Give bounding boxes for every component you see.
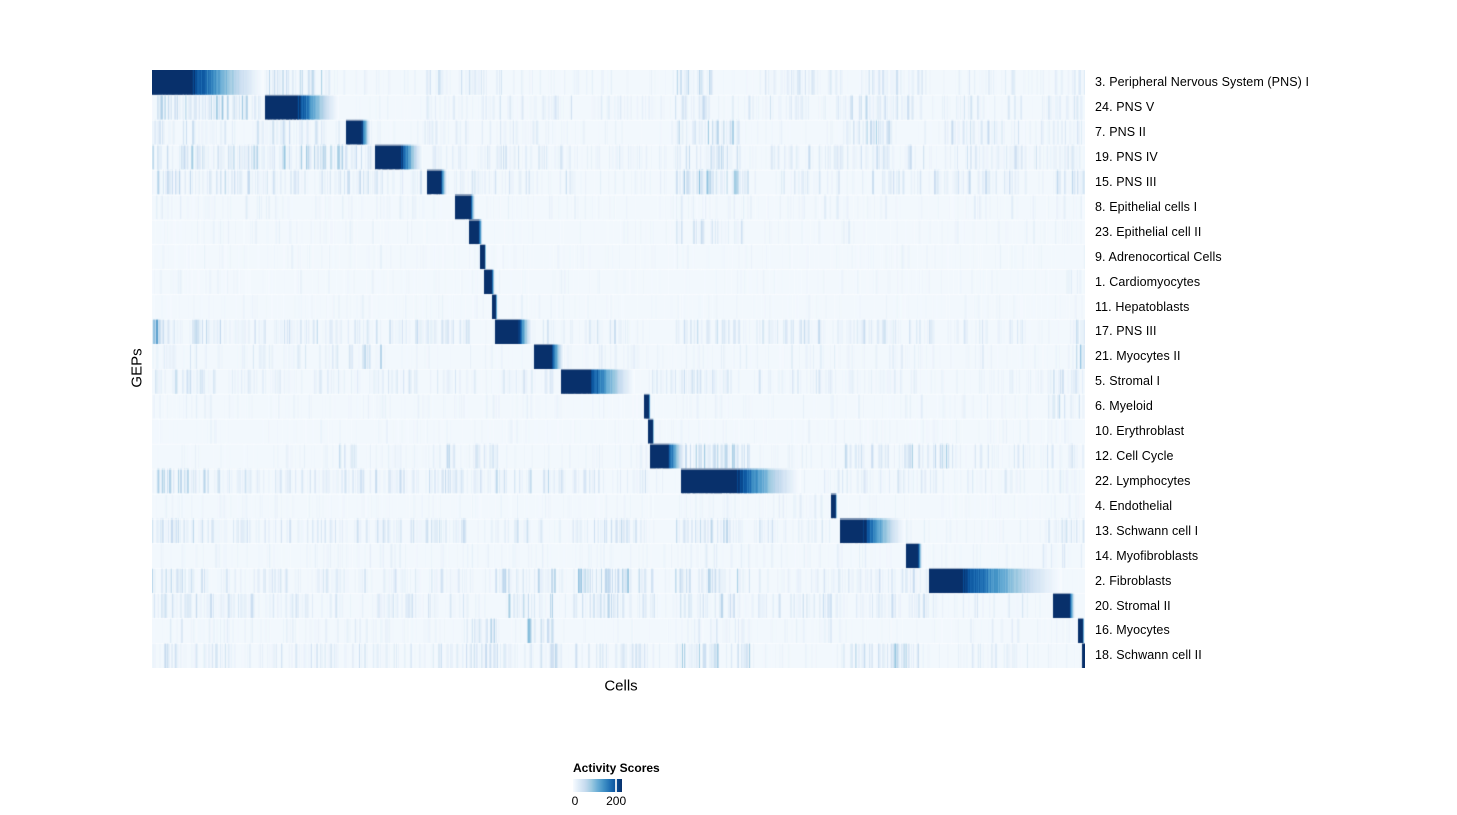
heatmap-panel: [152, 70, 1085, 668]
colorbar-tick-label-min: 0: [571, 794, 579, 808]
row-label: 5. Stromal I: [1095, 374, 1161, 389]
row-label: 7. PNS II: [1095, 125, 1146, 140]
row-label: 9. Adrenocortical Cells: [1095, 249, 1222, 264]
row-label: 22. Lymphocytes: [1095, 473, 1191, 488]
row-label: 2. Fibroblasts: [1095, 573, 1172, 588]
row-label: 24. PNS V: [1095, 100, 1155, 115]
row-label: 16. Myocytes: [1095, 623, 1170, 638]
row-label: 12. Cell Cycle: [1095, 449, 1174, 464]
x-axis-label: Cells: [604, 677, 638, 695]
row-label: 21. Myocytes II: [1095, 349, 1181, 364]
y-axis-label: GEPs: [128, 348, 146, 388]
heatmap-canvas: [152, 70, 1085, 668]
row-label: 6. Myeloid: [1095, 399, 1153, 414]
row-label: 3. Peripheral Nervous System (PNS) I: [1095, 75, 1310, 90]
colorbar-tick-labels: 0 200: [571, 794, 627, 808]
row-label: 11. Hepatoblasts: [1095, 299, 1190, 314]
colorbar-tick-label-max: 200: [606, 794, 627, 808]
row-label: 1. Cardiomyocytes: [1095, 274, 1201, 289]
colorbar-title: Activity Scores: [573, 761, 660, 775]
row-label: 13. Schwann cell I: [1095, 523, 1199, 538]
row-label: 10. Erythroblast: [1095, 424, 1185, 439]
row-labels: 3. Peripheral Nervous System (PNS) I 24. …: [1092, 70, 1452, 668]
colorbar-gradient: [573, 779, 622, 792]
row-label: 20. Stromal II: [1095, 598, 1171, 613]
colorbar-tick-mark: [615, 779, 618, 792]
row-label: 15. PNS III: [1095, 174, 1157, 189]
row-label: 18. Schwann cell II: [1095, 648, 1202, 663]
row-label: 8. Epithelial cells I: [1095, 199, 1198, 214]
row-label: 23. Epithelial cell II: [1095, 224, 1202, 239]
row-label: 4. Endothelial: [1095, 498, 1173, 513]
colorbar-legend: Activity Scores 0 200: [571, 761, 693, 808]
row-label: 17. PNS III: [1095, 324, 1157, 339]
row-label: 19. PNS IV: [1095, 149, 1158, 164]
row-label: 14. Myofibroblasts: [1095, 548, 1199, 563]
